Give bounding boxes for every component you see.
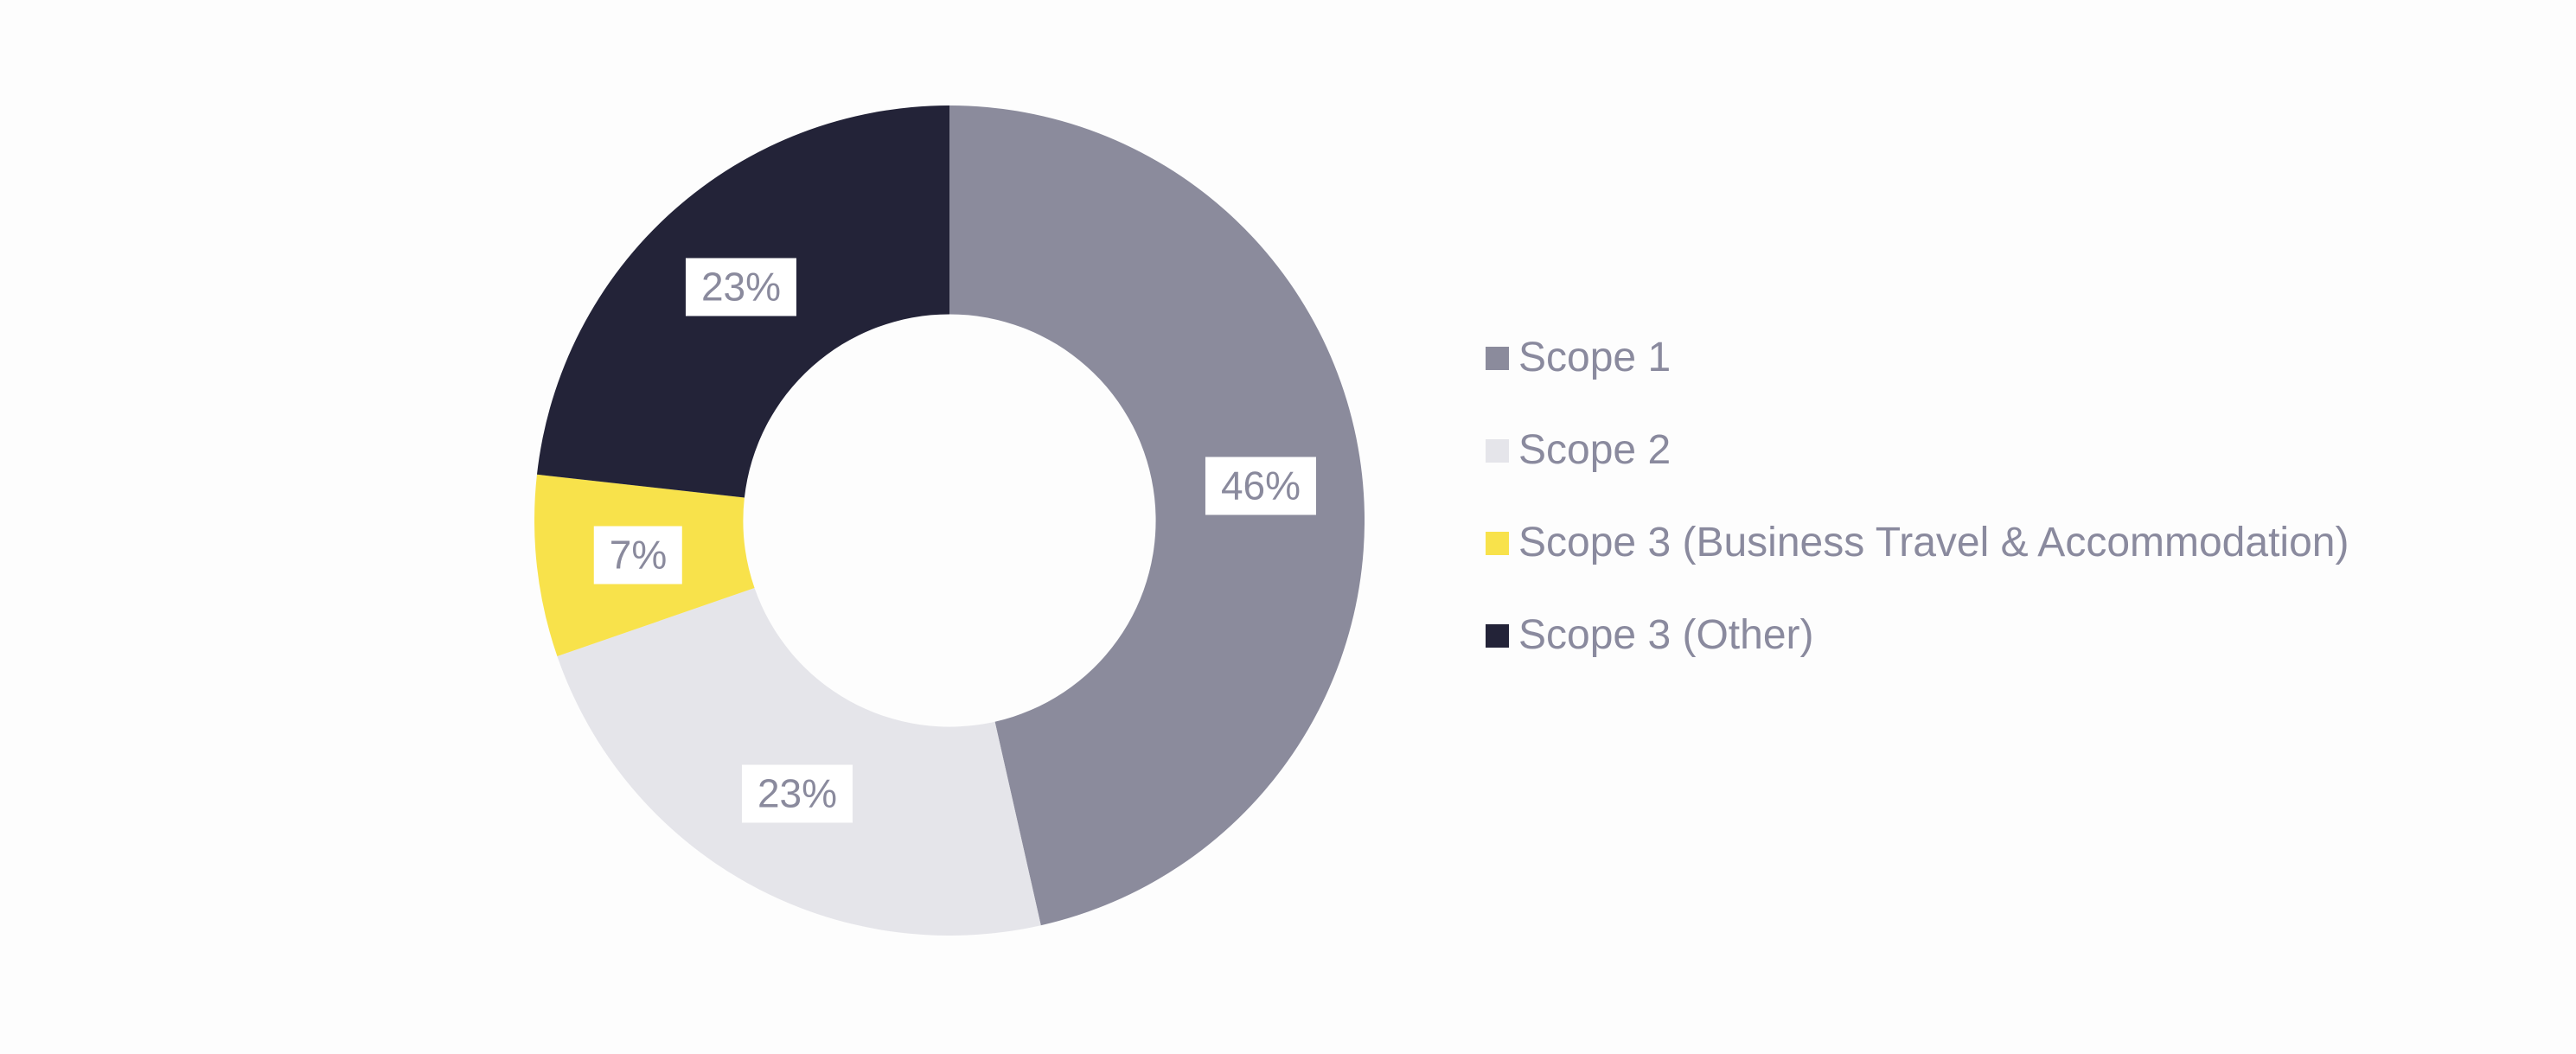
legend-marker-scope-3-other <box>1486 623 1509 648</box>
legend-marker-scope-3-business-travel-accommodation <box>1486 531 1509 555</box>
pie-slice-scope-2[interactable] <box>557 588 1041 936</box>
legend-item-scope-3-other[interactable]: Scope 3 (Other) <box>1486 611 2349 660</box>
slice-label-scope-1: 46% <box>1205 457 1317 515</box>
legend-marker-scope-1 <box>1486 346 1509 370</box>
donut-chart <box>534 105 1365 936</box>
legend-label: Scope 3 (Other) <box>1518 612 1814 658</box>
chart-legend: Scope 1 Scope 2 Scope 3 (Business Travel &… <box>1486 334 2349 704</box>
slice-label-scope-2: 23% <box>741 764 853 823</box>
legend-item-scope-3-business-travel-accommodation[interactable]: Scope 3 (Business Travel & Accommodation… <box>1486 519 2349 567</box>
legend-label: Scope 1 <box>1518 335 1672 380</box>
legend-label: Scope 3 (Business Travel & Accommodation… <box>1518 520 2349 565</box>
slice-label-scope-3-other: 23% <box>685 258 797 316</box>
legend-label: Scope 2 <box>1518 427 1672 473</box>
legend-item-scope-2[interactable]: Scope 2 <box>1486 426 2349 475</box>
legend-item-scope-1[interactable]: Scope 1 <box>1486 334 2349 382</box>
legend-marker-scope-2 <box>1486 438 1509 463</box>
pie-slice-scope-1[interactable] <box>949 105 1365 926</box>
slice-label-scope-3-business-travel-accommodation: 7% <box>593 526 683 584</box>
